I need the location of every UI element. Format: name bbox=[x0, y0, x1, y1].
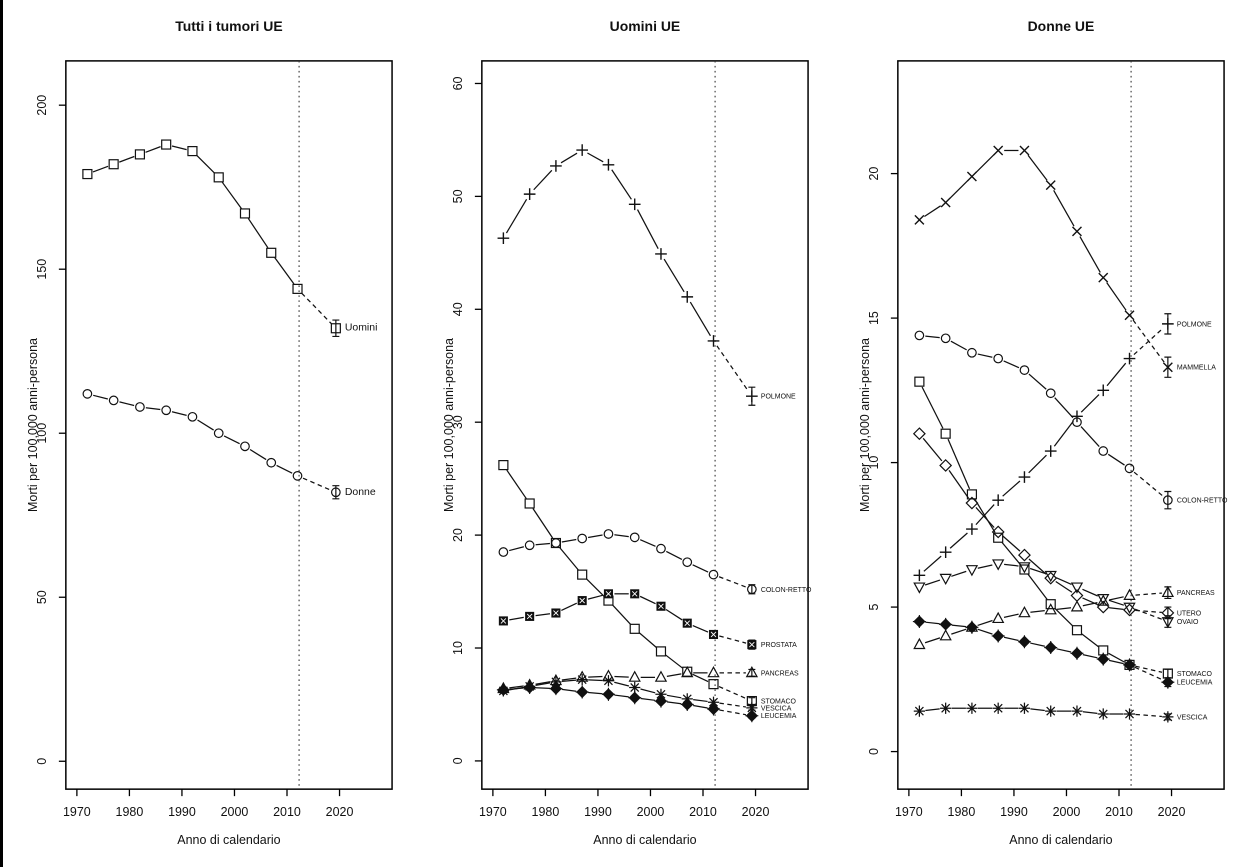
y-tick-label: 15 bbox=[867, 311, 881, 325]
error-bar bbox=[1164, 490, 1172, 510]
axes: 1970 1980 1990 2000 2010 2020 0 10 20 30 40 50 60 bbox=[451, 60, 809, 819]
x-axis-label: Anno di calendario bbox=[1009, 833, 1112, 847]
x-axis-label: Anno di calendario bbox=[593, 833, 696, 847]
series-stomaco: STOMACO bbox=[914, 376, 1213, 679]
panel-title: Donne UE bbox=[1028, 18, 1095, 34]
y-tick-label: 30 bbox=[451, 415, 465, 429]
x-tick-label: 2000 bbox=[1053, 805, 1081, 819]
series-colon-retto: COLON-RETTO bbox=[914, 330, 1228, 510]
x-tick-label: 2010 bbox=[689, 805, 717, 819]
series-label: UTERO bbox=[1177, 610, 1202, 617]
series-vescica: VESCICA bbox=[913, 702, 1208, 723]
series-label: LEUCEMIA bbox=[1177, 680, 1213, 687]
series-label: Uomini bbox=[345, 323, 378, 334]
y-tick-label: 0 bbox=[35, 758, 49, 765]
y-tick-label: 150 bbox=[35, 259, 49, 280]
x-tick-label: 1980 bbox=[532, 805, 560, 819]
series-utero: UTERO bbox=[912, 427, 1202, 620]
y-axis-label: Morti per 100,000 anni-persona bbox=[442, 338, 456, 512]
panel-title: Uomini UE bbox=[610, 18, 681, 34]
series-label: POLMONE bbox=[1177, 321, 1212, 328]
y-tick-label: 10 bbox=[451, 641, 465, 655]
x-tick-label: 2010 bbox=[1105, 805, 1133, 819]
y-tick-label: 0 bbox=[867, 748, 881, 755]
series-stomaco: STOMACO bbox=[498, 460, 797, 707]
error-bar bbox=[332, 319, 340, 338]
series-leucemia: LEUCEMIA bbox=[912, 615, 1213, 689]
y-tick-label: 200 bbox=[35, 95, 49, 116]
series-polmone: POLMONE bbox=[913, 313, 1212, 582]
series-label: VESCICA bbox=[761, 705, 792, 712]
chart-panel-donne: Donne UE Anno di calendario Morti per 100,… bbox=[858, 18, 1228, 847]
series-prostata: PROSTATA bbox=[498, 589, 797, 650]
series-ovaio: OVAIO bbox=[913, 559, 1199, 629]
series-mammella: MAMMELLA bbox=[914, 145, 1216, 378]
series-uomini: Uomini bbox=[82, 139, 378, 338]
series-colon-retto: COLON-RETTO bbox=[498, 529, 812, 595]
series-label: VESCICA bbox=[1177, 714, 1208, 721]
chart-panel-tutti-i-tumori: Tutti i tumori UE Anno di calendario Morti… bbox=[26, 18, 393, 847]
y-tick-label: 0 bbox=[451, 757, 465, 764]
y-tick-label: 50 bbox=[35, 590, 49, 604]
y-tick-label: 100 bbox=[35, 423, 49, 444]
y-tick-label: 60 bbox=[451, 76, 465, 90]
series-label: MAMMELLA bbox=[1177, 365, 1216, 372]
x-tick-label: 1970 bbox=[63, 805, 91, 819]
x-tick-label: 1970 bbox=[479, 805, 507, 819]
y-tick-label: 20 bbox=[867, 167, 881, 181]
series-label: COLON-RETTO bbox=[1177, 498, 1228, 505]
x-tick-label: 2020 bbox=[326, 805, 354, 819]
series-label: PANCREAS bbox=[761, 670, 799, 677]
y-tick-label: 5 bbox=[867, 604, 881, 611]
y-tick-label: 40 bbox=[451, 302, 465, 316]
y-tick-label: 10 bbox=[867, 456, 881, 470]
x-axis-label: Anno di calendario bbox=[177, 833, 280, 847]
x-tick-label: 1970 bbox=[895, 805, 923, 819]
y-axis-label: Morti per 100,000 anni-persona bbox=[26, 338, 40, 512]
series-donne: Donne bbox=[82, 388, 376, 500]
axes: 1970 1980 1990 2000 2010 2020 0 5 10 15 20 bbox=[867, 60, 1225, 819]
x-tick-label: 1980 bbox=[948, 805, 976, 819]
series-vescica: VESCICA bbox=[497, 674, 792, 714]
series-label: STOMACO bbox=[1177, 671, 1213, 678]
series-polmone: POLMONE bbox=[497, 144, 796, 406]
x-tick-label: 1990 bbox=[584, 805, 612, 819]
series-pancreas: PANCREAS bbox=[497, 665, 799, 694]
x-tick-label: 2010 bbox=[273, 805, 301, 819]
series-label: POLMONE bbox=[761, 394, 796, 401]
series-label: PROSTATA bbox=[761, 642, 797, 649]
series-label: PANCREAS bbox=[1177, 590, 1215, 597]
x-tick-label: 2000 bbox=[221, 805, 249, 819]
x-tick-label: 2000 bbox=[637, 805, 665, 819]
series-leucemia: LEUCEMIA bbox=[496, 681, 797, 723]
panel-title: Tutti i tumori UE bbox=[175, 18, 282, 34]
y-tick-label: 20 bbox=[451, 528, 465, 542]
chart-panel-uomini: Uomini UE Anno di calendario Morti per 100… bbox=[442, 18, 812, 847]
x-tick-label: 1980 bbox=[116, 805, 144, 819]
series-label: STOMACO bbox=[761, 699, 797, 706]
series-label: OVAIO bbox=[1177, 619, 1199, 626]
series-label: Donne bbox=[345, 487, 376, 498]
x-tick-label: 1990 bbox=[168, 805, 196, 819]
series-label: LEUCEMIA bbox=[761, 713, 797, 720]
x-tick-label: 1990 bbox=[1000, 805, 1028, 819]
y-tick-label: 50 bbox=[451, 189, 465, 203]
x-tick-label: 2020 bbox=[742, 805, 770, 819]
series-label: COLON-RETTO bbox=[761, 587, 812, 594]
y-axis-label: Morti per 100,000 anni-persona bbox=[858, 338, 872, 512]
x-tick-label: 2020 bbox=[1158, 805, 1186, 819]
axes: 1970 1980 1990 2000 2010 2020 0 50 100 150 200 bbox=[35, 60, 393, 819]
